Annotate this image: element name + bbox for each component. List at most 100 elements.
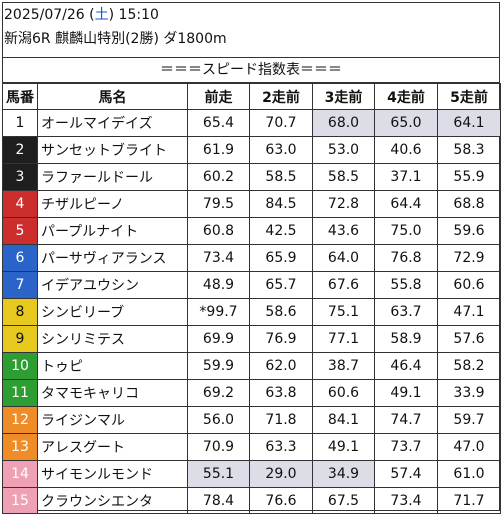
- horse-name: オールマイデイズ: [37, 109, 188, 137]
- speed-index-cell: 63.8: [249, 379, 313, 407]
- speed-index-cell: 63.7: [374, 298, 438, 326]
- speed-index-cell: 38.7: [312, 352, 375, 380]
- speed-index-cell: 61.0: [437, 460, 501, 488]
- table-row: 3 ラファールドール 60.2 58.5 58.5 37.1 55.9: [2, 163, 501, 191]
- speed-index-cell: 57.4: [374, 460, 438, 488]
- speed-index-cell: 60.8: [187, 217, 250, 245]
- horse-number: 4: [2, 190, 38, 218]
- horse-number: 13: [2, 433, 38, 461]
- speed-index-cell: 49.1: [312, 433, 375, 461]
- speed-index-cell: 42.5: [249, 217, 313, 245]
- speed-index-cell: 73.4: [374, 487, 438, 514]
- table-row: 6 パーサヴィアランス 73.4 65.9 64.0 76.8 72.9: [2, 244, 501, 272]
- speed-index-cell: 70.9: [187, 433, 250, 461]
- race-weekday: 土: [94, 7, 109, 23]
- speed-index-cell: 57.6: [437, 325, 501, 353]
- speed-index-cell: *99.7: [187, 298, 250, 326]
- speed-index-cell: 58.3: [437, 136, 501, 164]
- race-time: 15:10: [118, 7, 159, 23]
- speed-index-cell: 65.0: [374, 109, 438, 137]
- speed-index-cell: 70.7: [249, 109, 313, 137]
- table-row: 13 アレスグート 70.9 63.3 49.1 73.7 47.0: [2, 433, 501, 461]
- col-header-number: 馬番: [2, 83, 38, 110]
- speed-index-cell: 71.7: [437, 487, 501, 514]
- speed-index-cell: 76.8: [374, 244, 438, 272]
- horse-number: 14: [2, 460, 38, 488]
- speed-index-cell: 75.0: [374, 217, 438, 245]
- table-row: 1 オールマイデイズ 65.4 70.7 68.0 65.0 64.1: [2, 109, 501, 137]
- speed-index-cell: 76.9: [249, 325, 313, 353]
- speed-index-cell: 53.0: [312, 136, 375, 164]
- horse-name: アレスグート: [37, 433, 188, 461]
- horse-number: 3: [2, 163, 38, 191]
- table-row: 9 シンリミテス 69.9 76.9 77.1 58.9 57.6: [2, 325, 501, 353]
- horse-name: ラファールドール: [37, 163, 188, 191]
- speed-index-cell: 33.9: [437, 379, 501, 407]
- speed-index-table: 馬番 馬名 前走 2走前 3走前 4走前 5走前 1 オールマイデイズ 65.4 70…: [2, 83, 501, 514]
- speed-index-cell: 43.6: [312, 217, 375, 245]
- table-row: 10 トゥピ 59.9 62.0 38.7 46.4 58.2: [2, 352, 501, 380]
- speed-index-cell: 75.1: [312, 298, 375, 326]
- table-row: 12 ライジンマル 56.0 71.8 84.1 74.7 59.7: [2, 406, 501, 434]
- speed-index-cell: 60.2: [187, 163, 250, 191]
- speed-index-cell: 58.5: [312, 163, 375, 191]
- speed-index-cell: 58.2: [437, 352, 501, 380]
- race-datetime: 2025/07/26 (土) 15:10: [4, 7, 159, 23]
- race-date: 2025/07/26: [4, 7, 85, 23]
- horse-number: 11: [2, 379, 38, 407]
- table-row: 2 サンセットブライト 61.9 63.0 53.0 40.6 58.3: [2, 136, 501, 164]
- speed-index-cell: 74.7: [374, 406, 438, 434]
- table-row: 5 パープルナイト 60.8 42.5 43.6 75.0 59.6: [2, 217, 501, 245]
- col-header-3back: 3走前: [312, 83, 375, 110]
- horse-name: パープルナイト: [37, 217, 188, 245]
- speed-index-cell: 65.9: [249, 244, 313, 272]
- table-row: 8 シンビリーブ *99.7 58.6 75.1 63.7 47.1: [2, 298, 501, 326]
- speed-index-cell: 48.9: [187, 271, 250, 299]
- speed-index-cell: 64.4: [374, 190, 438, 218]
- speed-index-cell: 58.6: [249, 298, 313, 326]
- table-title: ＝＝＝スピード指数表＝＝＝: [2, 57, 500, 83]
- speed-index-cell: 71.8: [249, 406, 313, 434]
- speed-index-cell: 58.5: [249, 163, 313, 191]
- speed-index-cell: 72.8: [312, 190, 375, 218]
- horse-number: 12: [2, 406, 38, 434]
- speed-index-cell: 55.1: [187, 460, 250, 488]
- speed-index-cell: 56.0: [187, 406, 250, 434]
- speed-index-cell: 40.6: [374, 136, 438, 164]
- speed-index-cell: 59.7: [437, 406, 501, 434]
- speed-index-cell: 29.0: [249, 460, 313, 488]
- horse-number: 7: [2, 271, 38, 299]
- col-header-last: 前走: [187, 83, 250, 110]
- speed-index-cell: 55.8: [374, 271, 438, 299]
- speed-index-cell: 69.9: [187, 325, 250, 353]
- col-header-name: 馬名: [37, 83, 188, 110]
- table-row: 7 イデアユウシン 48.9 65.7 67.6 55.8 60.6: [2, 271, 501, 299]
- speed-index-cell: 67.6: [312, 271, 375, 299]
- speed-index-cell: 79.5: [187, 190, 250, 218]
- speed-index-cell: 59.6: [437, 217, 501, 245]
- speed-index-cell: 58.9: [374, 325, 438, 353]
- speed-index-cell: 49.1: [374, 379, 438, 407]
- speed-index-cell: 78.4: [187, 487, 250, 514]
- speed-index-cell: 46.4: [374, 352, 438, 380]
- horse-name: サイモンルモンド: [37, 460, 188, 488]
- speed-index-cell: 63.0: [249, 136, 313, 164]
- speed-index-cell: 65.7: [249, 271, 313, 299]
- col-header-2back: 2走前: [249, 83, 313, 110]
- horse-number: 6: [2, 244, 38, 272]
- speed-index-cell: 55.9: [437, 163, 501, 191]
- speed-index-cell: 60.6: [312, 379, 375, 407]
- speed-index-cell: 73.7: [374, 433, 438, 461]
- header-row: 馬番 馬名 前走 2走前 3走前 4走前 5走前: [2, 83, 501, 110]
- horse-name: クラウンシエンタ: [37, 487, 188, 514]
- speed-index-cell: 59.9: [187, 352, 250, 380]
- speed-index-cell: 84.1: [312, 406, 375, 434]
- speed-index-cell: 67.5: [312, 487, 375, 514]
- speed-index-cell: 64.0: [312, 244, 375, 272]
- speed-index-cell: 64.1: [437, 109, 501, 137]
- table-row: 4 チザルピーノ 79.5 84.5 72.8 64.4 68.8: [2, 190, 501, 218]
- table-row: 15 クラウンシエンタ 78.4 76.6 67.5 73.4 71.7: [2, 487, 501, 514]
- speed-index-cell: 84.5: [249, 190, 313, 218]
- table-row: 11 タマモキャリコ 69.2 63.8 60.6 49.1 33.9: [2, 379, 501, 407]
- horse-name: シンビリーブ: [37, 298, 188, 326]
